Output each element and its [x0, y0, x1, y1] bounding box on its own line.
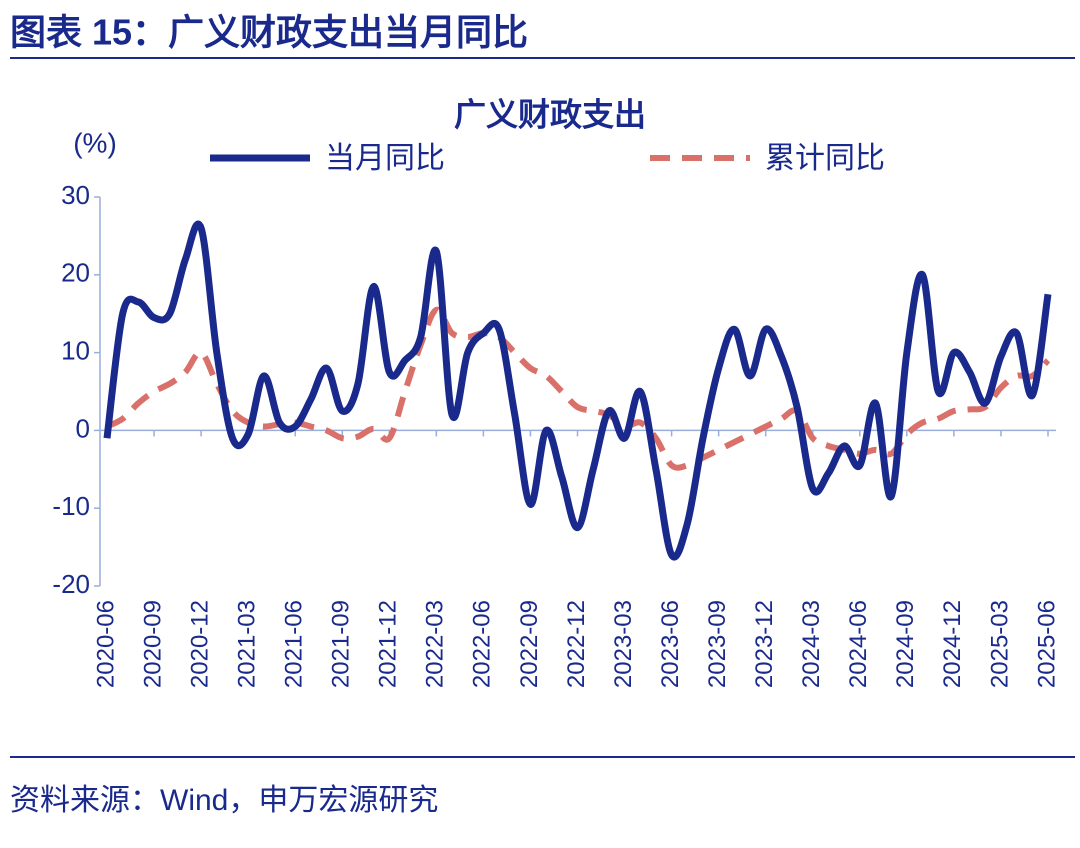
x-tick-label: 2023-09: [704, 600, 731, 688]
x-tick-label: 2021-12: [375, 600, 402, 688]
x-tick-label: 2020-06: [92, 600, 119, 688]
x-tick-label: 2024-09: [892, 600, 919, 688]
chart-title: 广义财政支出: [454, 96, 646, 132]
x-tick-label: 2023-06: [657, 600, 684, 688]
x-tick-label: 2022-09: [516, 600, 543, 688]
legend-label: 当月同比: [325, 142, 445, 175]
legend: 当月同比 累计同比: [210, 142, 885, 175]
x-tick-label: 2021-09: [328, 600, 355, 688]
x-tick-label: 2022-12: [563, 600, 590, 688]
source: 资料来源：Wind，申万宏源研究: [10, 784, 438, 817]
y-tick-label: 0: [76, 413, 90, 443]
y-tick-label: 30: [61, 180, 90, 210]
y-tick-label: 10: [61, 335, 90, 365]
x-tick-label: 2023-03: [610, 600, 637, 688]
legend-label: 累计同比: [765, 142, 885, 175]
x-tick-label: 2021-03: [233, 600, 260, 688]
x-tick-label: 2020-09: [139, 600, 166, 688]
x-tick-label: 2021-06: [281, 600, 308, 688]
y-tick-label: 20: [61, 258, 90, 288]
x-tick-label: 2024-12: [939, 600, 966, 688]
x-tick-label: 2025-03: [986, 600, 1013, 688]
y-tick-label: -10: [52, 491, 90, 521]
x-tick-label: 2023-12: [751, 600, 778, 688]
x-tick-label: 2020-12: [186, 600, 213, 688]
x-tick-label: 2022-03: [422, 600, 449, 688]
x-tick-label: 2025-06: [1033, 600, 1060, 688]
x-tick-label: 2022-06: [469, 600, 496, 688]
x-tick-label: 2024-03: [798, 600, 825, 688]
x-tick-label: 2024-06: [845, 600, 872, 688]
series-line: [103, 220, 1052, 561]
page-title: 图表 15：广义财政支出当月同比: [10, 12, 528, 53]
y-axis-label: (%): [73, 127, 117, 158]
series-line: [105, 306, 1051, 471]
y-tick-label: -20: [52, 569, 90, 599]
